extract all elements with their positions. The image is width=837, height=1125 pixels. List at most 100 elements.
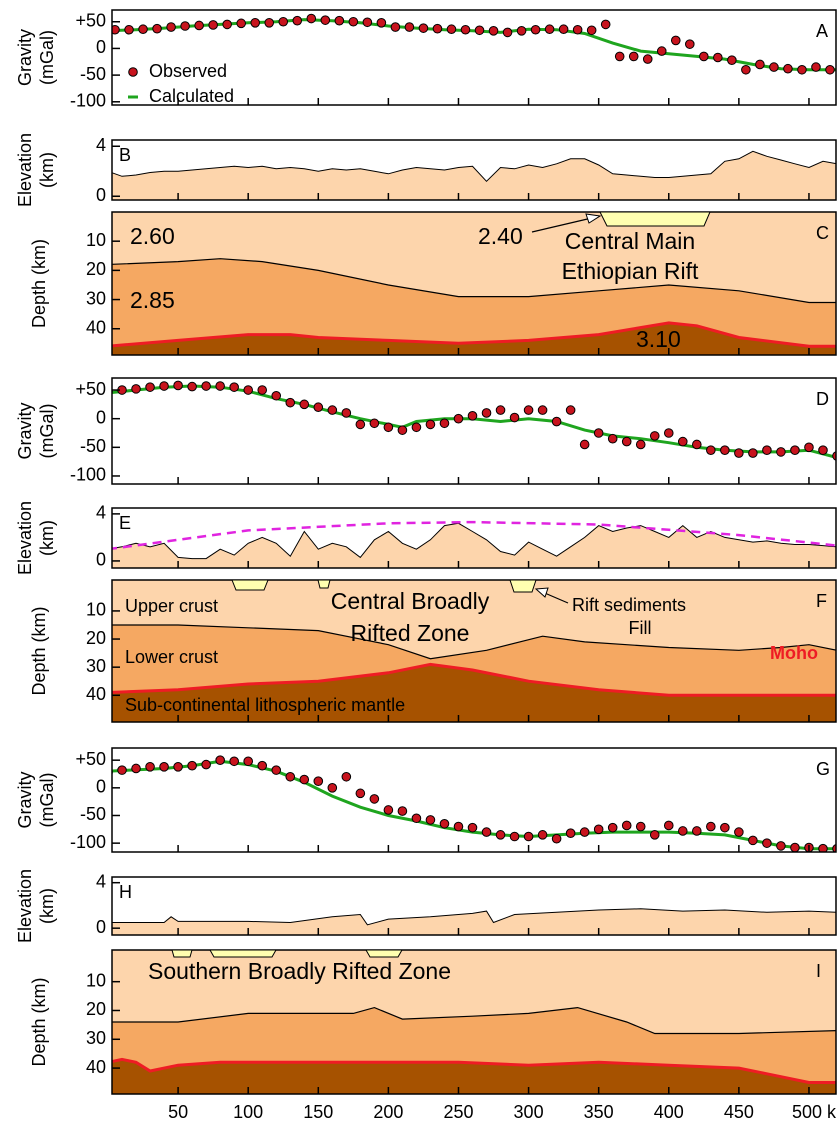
density-label: 2.85 [130, 287, 175, 313]
observed-point [384, 806, 393, 815]
observed-point [265, 19, 274, 28]
y-tick-label: 0 [96, 777, 106, 797]
observed-point [700, 52, 709, 61]
observed-point [230, 383, 239, 392]
observed-point [279, 17, 288, 26]
observed-point [426, 816, 435, 825]
x-tick-label: 150 [303, 1102, 333, 1122]
observed-point [538, 831, 547, 840]
observed-point [664, 821, 673, 830]
panel-letter: F [816, 591, 827, 611]
observed-point [349, 17, 358, 26]
x-tick-label: 300 [514, 1102, 544, 1122]
density-label: 2.60 [130, 223, 175, 249]
panel-letter: E [119, 513, 131, 533]
observed-point [791, 446, 800, 455]
y-axis-label: Depth (km) [29, 239, 49, 328]
observed-point [251, 19, 260, 28]
observed-point [517, 27, 526, 36]
y-tick-label: +50 [75, 10, 106, 30]
y-tick-label: 0 [96, 185, 106, 205]
observed-point [426, 420, 435, 429]
y-tick-label: 20 [86, 259, 106, 279]
panel-letter: A [816, 21, 828, 41]
observed-point [216, 382, 225, 391]
y-tick-label: +50 [75, 379, 106, 399]
observed-point [216, 756, 225, 765]
observed-point [489, 27, 498, 36]
observed-point [202, 382, 211, 391]
y-tick-label: 30 [86, 1028, 106, 1048]
y-tick-label: 0 [96, 917, 106, 937]
density-label: 2.40 [478, 223, 523, 249]
y-axis-label: Elevation [15, 869, 35, 943]
y-axis-label: (mGal) [37, 404, 57, 459]
y-tick-label: 20 [86, 999, 106, 1019]
y-tick-label: 4 [96, 871, 106, 891]
observed-point [496, 406, 505, 415]
observed-point [174, 763, 183, 772]
observed-point [629, 52, 638, 61]
observed-point [728, 56, 737, 65]
observed-point [125, 25, 134, 34]
observed-point [805, 443, 814, 452]
observed-point [763, 839, 772, 848]
y-tick-label: -50 [80, 804, 106, 824]
layer-label: Sub-continental lithospheric mantle [125, 695, 405, 715]
observed-point [258, 386, 267, 395]
panel-letter: C [816, 223, 829, 243]
observed-point [735, 449, 744, 458]
observed-point [636, 440, 645, 449]
observed-point [272, 766, 281, 775]
plot-area [112, 378, 836, 484]
panels: +500-50-100Gravity(mGal)AObservedCalcula… [15, 10, 837, 1122]
panel [108, 508, 837, 570]
panel-letter: D [816, 389, 829, 409]
observed-point [237, 19, 246, 28]
observed-point [657, 47, 666, 56]
observed-point [258, 761, 267, 770]
observed-point [174, 381, 183, 390]
panel [108, 877, 837, 937]
observed-point [195, 21, 204, 30]
region-label: Central Main [565, 228, 695, 254]
y-tick-label: 40 [86, 1057, 106, 1077]
observed-point [230, 757, 239, 766]
observed-point [167, 23, 176, 32]
observed-point [791, 843, 800, 852]
y-tick-label: 40 [86, 317, 106, 337]
sediment-basin [318, 580, 330, 588]
region-label: Southern Broadly Rifted Zone [148, 958, 451, 984]
observed-point [664, 429, 673, 438]
page: +500-50-100Gravity(mGal)AObservedCalcula… [0, 0, 837, 1125]
observed-point [209, 21, 218, 30]
observed-point [454, 414, 463, 423]
observed-point [202, 760, 211, 769]
y-tick-label: 0 [96, 550, 106, 570]
panel-letter: G [816, 759, 830, 779]
observed-point [104, 768, 113, 777]
observed-point [587, 26, 596, 35]
figure: +500-50-100Gravity(mGal)AObservedCalcula… [0, 0, 837, 1125]
region-label: Ethiopian Rift [562, 258, 699, 284]
observed-point [363, 18, 372, 27]
observed-point [552, 417, 561, 426]
y-axis-label: (km) [37, 152, 57, 188]
observed-point [461, 25, 470, 34]
panel [104, 378, 837, 484]
observed-point [749, 449, 758, 458]
observed-point [524, 832, 533, 841]
x-tick-label: 450 [724, 1102, 754, 1122]
observed-point [146, 383, 155, 392]
observed-point [594, 825, 603, 834]
observed-point [721, 823, 730, 832]
observed-point [356, 420, 365, 429]
observed-point [777, 448, 786, 457]
observed-point [321, 16, 330, 25]
observed-point [468, 412, 477, 421]
x-tick-label: 250 [443, 1102, 473, 1122]
observed-point [826, 65, 835, 74]
observed-point [328, 406, 337, 415]
observed-point [286, 398, 295, 407]
observed-point [419, 24, 428, 33]
